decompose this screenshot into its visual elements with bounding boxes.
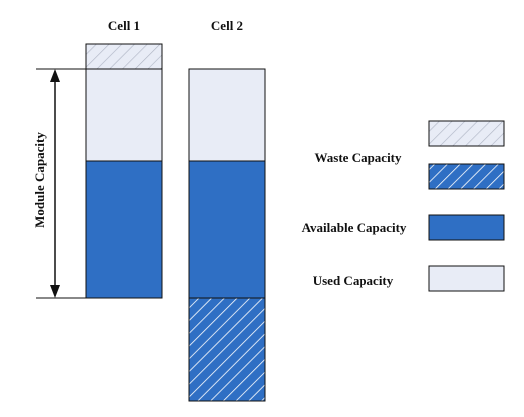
module-capacity-label: Module Capacity	[32, 132, 47, 228]
cell-2-used-segment	[188, 68, 266, 162]
cell-2-title: Cell 2	[211, 18, 243, 33]
cell-1-available-segment	[85, 160, 163, 299]
module-capacity-arrow	[36, 68, 90, 299]
arrow-head-up	[50, 69, 60, 82]
cell-2-column	[188, 68, 266, 402]
legend-swatch-waste-blue	[428, 163, 505, 190]
legend-label-waste: Waste Capacity	[314, 150, 402, 165]
legend-label-used: Used Capacity	[313, 273, 394, 288]
legend-label-available: Available Capacity	[302, 220, 407, 235]
cell-2-available-segment	[188, 160, 266, 299]
cell-1-waste-segment	[85, 43, 163, 70]
cell-1-used-segment	[85, 68, 163, 162]
cell-1-title: Cell 1	[108, 18, 140, 33]
legend: Waste Capacity Available Capacity Used C…	[302, 120, 505, 292]
arrow-head-down	[50, 285, 60, 298]
cell-1-column	[85, 43, 163, 299]
legend-swatch-used	[428, 265, 505, 292]
legend-swatch-waste-light	[428, 120, 505, 147]
cell-2-waste-segment	[188, 297, 266, 402]
legend-swatch-available	[428, 214, 505, 241]
